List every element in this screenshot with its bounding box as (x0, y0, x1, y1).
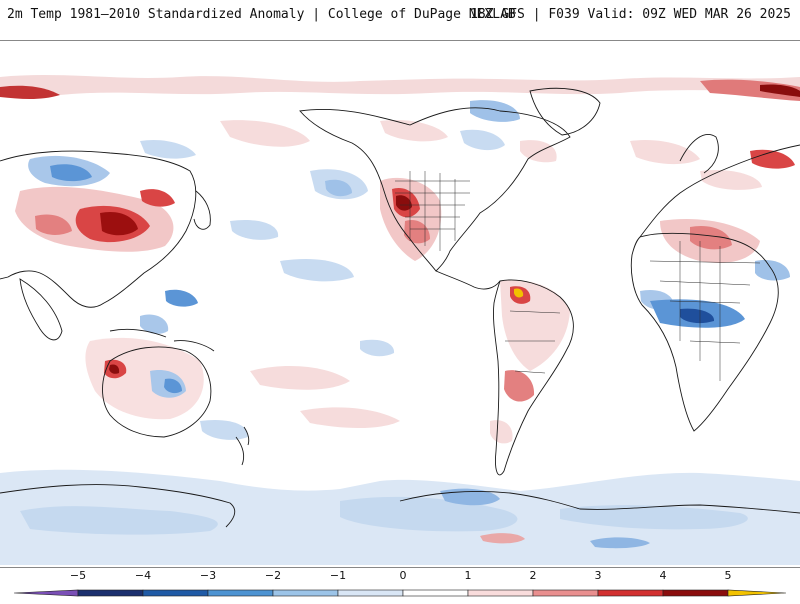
central-asia-cool-anomaly (28, 139, 196, 187)
colorbar-tick-label: −3 (199, 569, 217, 582)
coast-east-asia (0, 150, 197, 308)
coastlines (0, 87, 800, 528)
colorbar-swatch-2_3 (532, 589, 599, 597)
colorbar-tick-label: 2 (529, 569, 537, 582)
pacific-anomalies (200, 119, 448, 440)
colorbar-swatch-3_4 (597, 589, 664, 597)
southern-ocean-cool-band (0, 469, 800, 565)
coast-new-zealand (235, 426, 250, 466)
political-borders (395, 171, 761, 381)
colorbar: −5 −4 −3 −2 −1 0 1 2 3 4 5 (0, 568, 800, 600)
colorbar-graphic (13, 589, 787, 597)
anomaly-map (0, 40, 800, 568)
header: 2m Temp 1981–2010 Standardized Anomaly |… (0, 0, 800, 40)
coast-europe (639, 144, 800, 238)
colorbar-swatch--4_-3 (142, 589, 209, 597)
model-run-info: 18Z GFS | F039 Valid: 09Z WED MAR 26 202… (470, 7, 791, 22)
coast-south-america (493, 279, 574, 476)
colorbar-swatch-4_5 (662, 589, 729, 597)
coast-japan (193, 190, 211, 230)
colorbar-swatch-1_2 (467, 589, 534, 597)
africa-europe-anomalies (630, 139, 795, 328)
colorbar-tick-label: 1 (464, 569, 472, 582)
east-asia-warm-anomaly (15, 186, 175, 252)
colorbar-swatch--5_-4 (77, 589, 144, 597)
map-title: 2m Temp 1981–2010 Standardized Anomaly |… (7, 7, 516, 22)
coast-antarctica (0, 484, 800, 528)
arctic-band (0, 75, 800, 101)
colorbar-swatch--3_-2 (207, 589, 274, 597)
coast-north-america (299, 107, 571, 272)
colorbar-tick-label: −1 (329, 569, 347, 582)
colorbar-tick-label: −4 (134, 569, 152, 582)
colorbar-tick-label: 4 (659, 569, 667, 582)
coast-africa (630, 232, 779, 432)
coast-india (19, 278, 63, 341)
coast-central-america (435, 270, 501, 290)
coast-scandinavia (679, 134, 719, 174)
coast-indonesia (109, 328, 215, 352)
colorbar-tick-label: 5 (724, 569, 732, 582)
colorbar-swatch-0_1 (402, 589, 469, 597)
colorbar-extend-high (727, 589, 787, 597)
coast-australia (102, 346, 212, 438)
colorbar-tick-label: −2 (264, 569, 282, 582)
south-america-anomalies (490, 280, 570, 444)
colorbar-tick-label: −5 (69, 569, 87, 582)
colorbar-swatch--2_-1 (272, 589, 339, 597)
north-america-anomalies (380, 100, 557, 261)
colorbar-tick-label: 0 (399, 569, 407, 582)
colorbar-extend-low (13, 589, 79, 597)
colorbar-swatch--1_0 (337, 589, 404, 597)
coast-greenland (529, 87, 601, 136)
colorbar-tick-label: 3 (594, 569, 602, 582)
